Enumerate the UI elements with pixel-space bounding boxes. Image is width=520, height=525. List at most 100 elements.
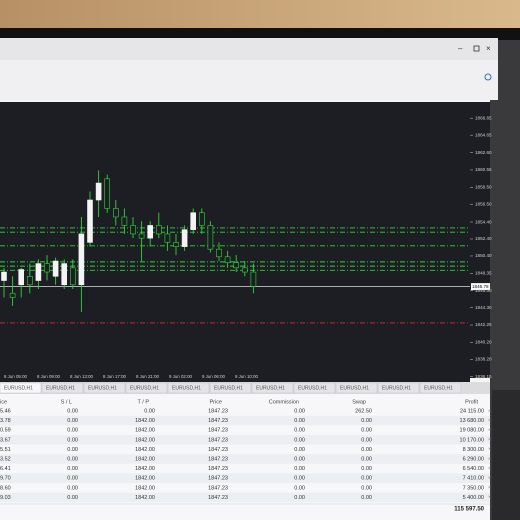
cell: 0.00: [294, 485, 305, 491]
candle-body: [242, 267, 248, 273]
cell: 0.00: [361, 437, 372, 443]
tab: [41, 382, 84, 394]
candle-body: [233, 262, 239, 269]
cell: 1842.00: [135, 476, 155, 482]
candle-body: [147, 225, 153, 239]
y-tick-label: 1866.65: [475, 115, 492, 120]
tab-label[interactable]: EURUSD,H1: [46, 385, 75, 391]
cell: 0.00: [294, 495, 305, 501]
maximize-button[interactable]: [473, 45, 480, 52]
candle-body: [207, 225, 214, 250]
search-icon[interactable]: [484, 73, 492, 81]
tab-label[interactable]: EURUSD,H1: [256, 385, 285, 391]
time-label: 8 Jun 13:00: [70, 374, 94, 379]
close-x: ×: [488, 418, 491, 424]
minimize-button[interactable]: –: [458, 44, 463, 53]
tab-label[interactable]: EURUSD,H1: [424, 385, 453, 391]
column-header: T / P: [137, 399, 149, 405]
cell: 0.00: [67, 428, 78, 434]
cell: 1847.23: [208, 485, 228, 491]
tab: [251, 382, 294, 394]
cell: 0.00: [67, 476, 78, 482]
cell: 262.50: [355, 408, 372, 414]
cell: 0.00: [294, 447, 305, 453]
cell: 24 115.00: [460, 408, 484, 414]
cell: 6 540.00: [463, 466, 484, 472]
bezel: [0, 28, 520, 40]
time-label: 9 Jun 10:00: [235, 374, 259, 379]
column-header: S / L: [61, 399, 72, 405]
title-bar: [0, 38, 498, 60]
y-tick-label: 1862.60: [475, 150, 492, 155]
close-x: ×: [488, 447, 491, 453]
close-x: ×: [488, 476, 491, 482]
candle-body: [104, 178, 110, 209]
candle-body: [95, 182, 102, 201]
tab-label[interactable]: EURUSD,H1: [4, 385, 33, 391]
cell: 6.41: [0, 466, 11, 472]
close-button[interactable]: ×: [486, 44, 491, 53]
candle-body: [52, 260, 59, 277]
cell: 0.00: [67, 456, 78, 462]
cell: 1842.00: [135, 428, 155, 434]
column-header: Commission: [269, 399, 299, 405]
candle-body: [156, 225, 162, 235]
chart-area: [0, 102, 470, 372]
cell: 0.00: [361, 456, 372, 462]
row-stripe: [0, 435, 490, 445]
cell: 3.78: [0, 418, 11, 424]
column-header: Swap: [352, 399, 366, 405]
tab-label[interactable]: EURUSD,H1: [130, 385, 159, 391]
close-x: ×: [488, 495, 491, 501]
row-stripe: [0, 415, 490, 426]
tab: [125, 382, 168, 394]
cell: 0.00: [67, 437, 78, 443]
cell: 0.00: [67, 408, 78, 414]
tab-label[interactable]: EURUSD,H1: [88, 385, 117, 391]
cell: 7 350.00: [463, 485, 484, 491]
candle-body: [199, 212, 205, 226]
time-label: 8 Jun 09:00: [37, 374, 61, 379]
cell: 1842.00: [135, 466, 155, 472]
cell: 5.46: [0, 408, 11, 414]
candle-body: [78, 233, 85, 286]
cell: 19 080.00: [460, 428, 484, 434]
candle-body: [61, 263, 68, 286]
y-tick-label: 1836.15: [475, 374, 492, 379]
cell: 7 410.00: [463, 476, 484, 482]
cell: 0.00: [294, 466, 305, 472]
tab-label[interactable]: EURUSD,H1: [214, 385, 243, 391]
cell: 0.00: [294, 418, 305, 424]
y-tick-label: 1860.55: [475, 167, 492, 172]
candle-body: [250, 271, 257, 287]
candle-body: [26, 275, 33, 286]
tab-label[interactable]: EURUSD,H1: [172, 385, 201, 391]
cell: 0.00: [67, 495, 78, 501]
candle-body: [121, 216, 128, 226]
tab-label[interactable]: EURUSD,H1: [382, 385, 411, 391]
tab-label[interactable]: EURUSD,H1: [340, 385, 369, 391]
tab-label[interactable]: EURUSD,H1: [298, 385, 327, 391]
current-price-label: 1846.78: [472, 284, 489, 289]
tab: [419, 382, 462, 394]
candle-body: [87, 199, 93, 243]
y-tick-label: 1856.50: [475, 201, 492, 206]
column-header: Profit: [465, 399, 478, 405]
cell: 5.51: [0, 447, 11, 453]
y-tick-label: 1864.65: [475, 132, 492, 137]
close-x: ×: [488, 466, 491, 472]
cell: 1847.23: [208, 447, 228, 453]
wall: [0, 0, 520, 32]
tab: [0, 382, 42, 394]
candle-body: [181, 229, 188, 247]
candle-body: [216, 248, 222, 258]
close-x: ×: [488, 428, 491, 434]
cell: 0.00: [67, 418, 78, 424]
close-x: ×: [488, 485, 491, 491]
y-tick-label: 1858.50: [475, 185, 492, 190]
y-tick-label: 1842.25: [475, 322, 492, 327]
time-label: 8 Jun 17:00: [103, 374, 127, 379]
row-stripe: [0, 492, 490, 503]
tab: [167, 382, 210, 394]
